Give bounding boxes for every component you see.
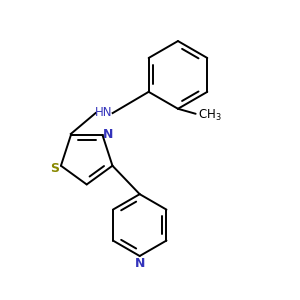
Text: N: N — [103, 128, 113, 141]
Text: N: N — [134, 256, 145, 270]
Text: S: S — [50, 162, 59, 175]
Text: HN: HN — [95, 106, 112, 119]
Text: CH$_3$: CH$_3$ — [198, 108, 222, 123]
